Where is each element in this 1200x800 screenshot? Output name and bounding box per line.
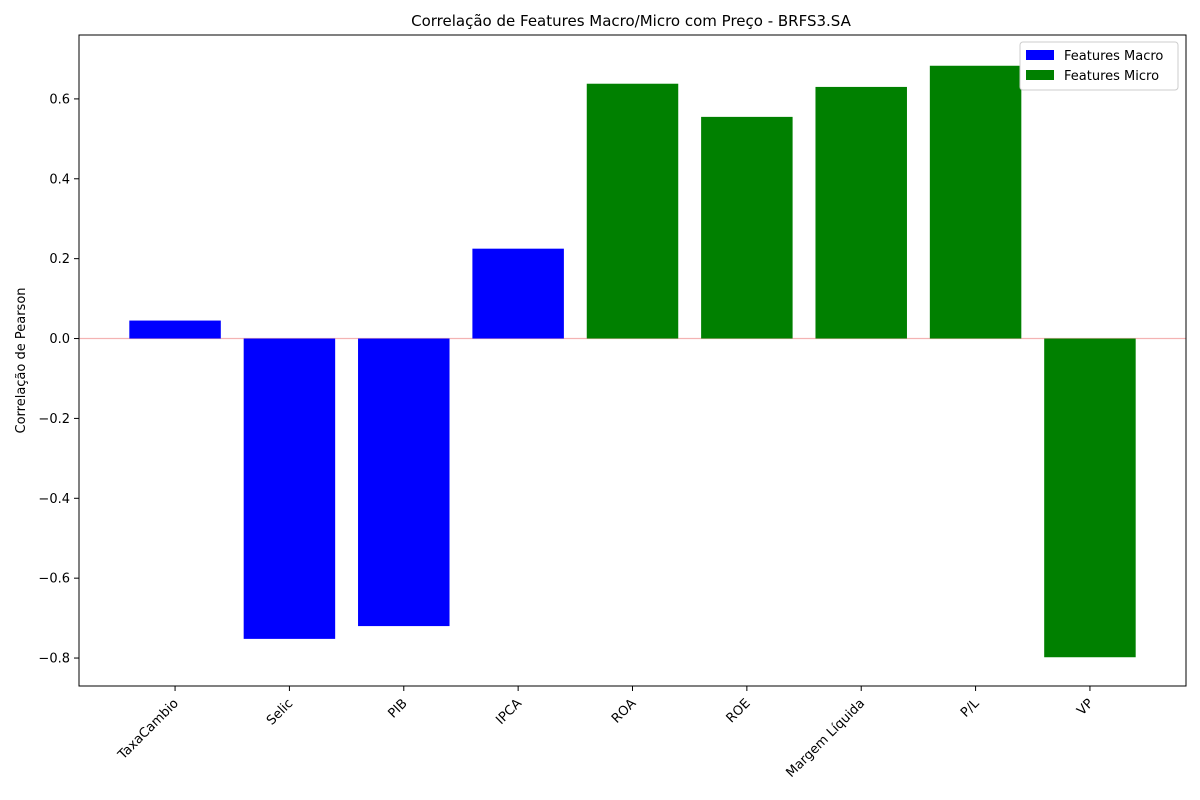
y-tick-label: −0.6 <box>38 572 70 587</box>
chart-title: Correlação de Features Macro/Micro com P… <box>411 12 851 30</box>
legend-label: Features Micro <box>1064 69 1159 84</box>
x-axis: TaxaCambio Selic PIB IPCA ROA ROE Margem Líqui… <box>115 686 1097 781</box>
y-axis: −0.8 −0.6 −0.4 −0.2 0.0 0.2 0.4 0.6 <box>38 92 79 667</box>
legend-swatch <box>1026 70 1054 80</box>
y-tick-label: 0.0 <box>49 332 70 347</box>
y-tick-label: −0.8 <box>38 652 70 667</box>
y-tick-label: −0.2 <box>38 412 70 427</box>
y-tick-label: 0.2 <box>49 252 70 267</box>
x-tick-label: VP <box>1074 696 1097 719</box>
x-tick-label: ROE <box>724 696 754 726</box>
legend-box <box>1019 41 1179 91</box>
x-tick-label: ROA <box>609 696 639 726</box>
bar-roe <box>701 116 793 339</box>
y-tick-label: −0.4 <box>38 492 70 507</box>
legend-label: Features Macro <box>1064 49 1163 64</box>
x-tick-label: IPCA <box>493 696 525 728</box>
x-tick-label: P/L <box>958 696 983 721</box>
x-tick-label: Selic <box>264 696 296 728</box>
x-tick-label: TaxaCambio <box>115 696 182 763</box>
bar-roa <box>586 83 679 339</box>
bars-layer <box>129 65 1136 658</box>
legend: Features Macro Features Micro <box>1019 41 1179 91</box>
bar-margem-l-quida <box>815 86 907 339</box>
legend-swatch <box>1026 50 1054 60</box>
x-tick-label: PIB <box>385 696 410 721</box>
bar-taxacambio <box>129 320 221 339</box>
y-tick-label: 0.4 <box>49 172 70 187</box>
y-tick-label: 0.6 <box>49 92 70 107</box>
bar-vp <box>1044 338 1136 658</box>
bar-selic <box>243 338 336 639</box>
y-axis-label: Correlação de Pearson <box>14 287 29 433</box>
bar-ipca <box>472 248 564 339</box>
bar-p-l <box>929 65 1022 339</box>
bar-pib <box>358 338 450 627</box>
x-tick-label: Margem Líquida <box>784 696 869 781</box>
